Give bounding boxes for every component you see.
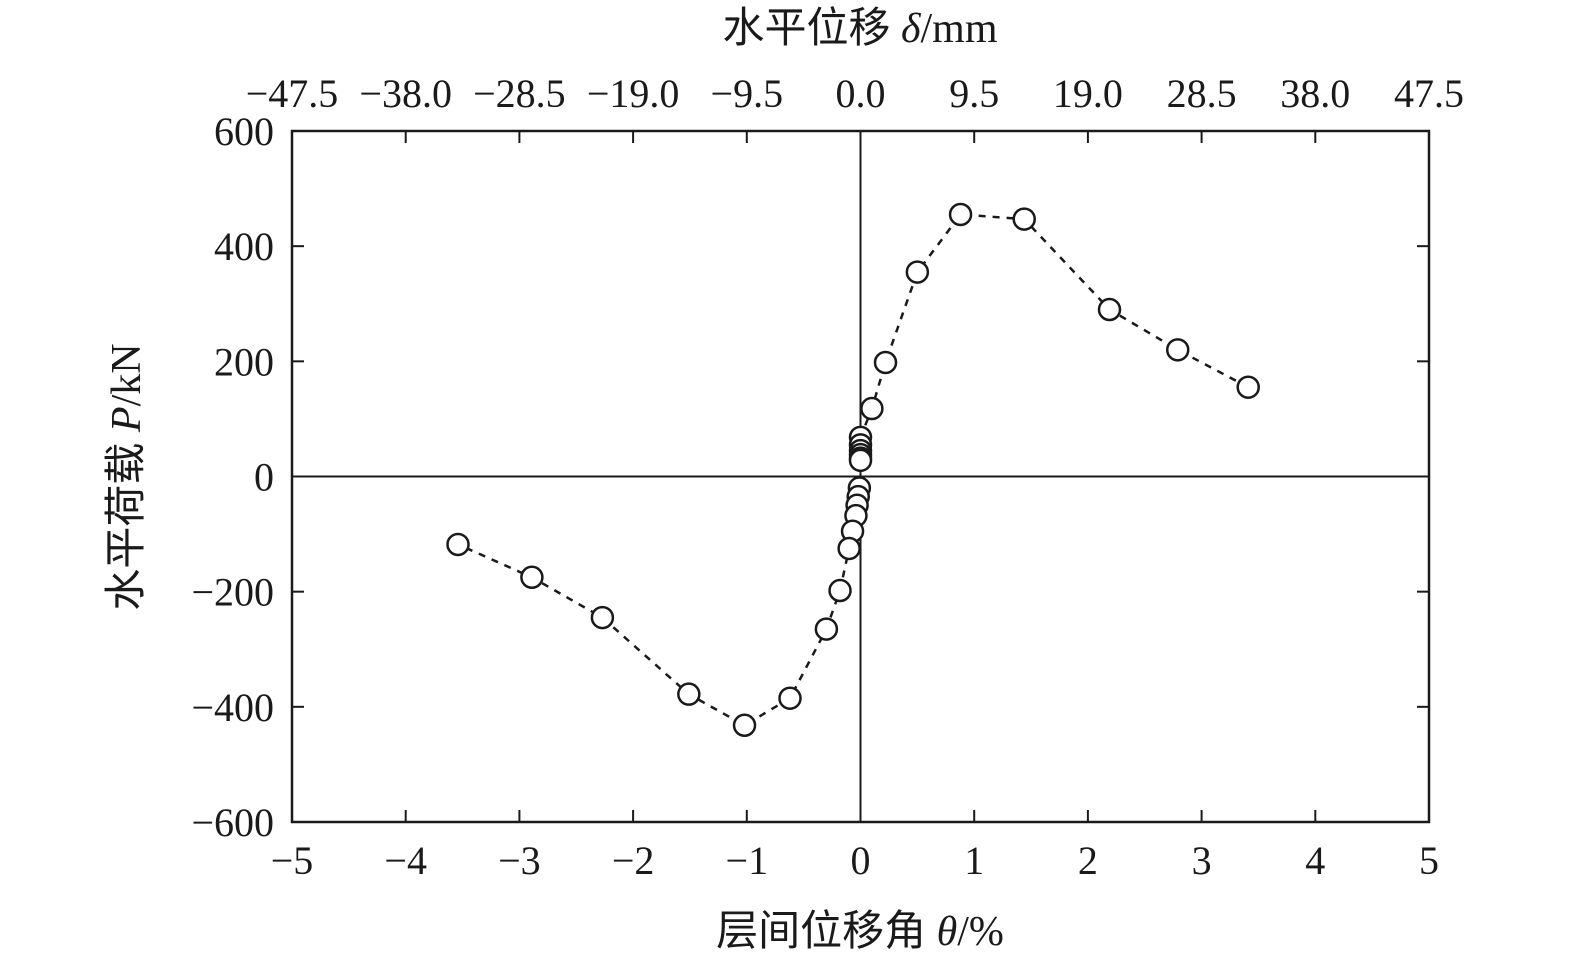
data-point [778, 686, 802, 710]
data-point [1097, 297, 1122, 322]
y-tick-label: −200 [191, 570, 274, 615]
x2-tick-label: 19.0 [1053, 71, 1123, 116]
x-tick-label: 0 [851, 838, 871, 883]
y-tick-label: 0 [254, 455, 274, 500]
x2-tick-label: 28.5 [1167, 71, 1237, 116]
series-line-0 [859, 213, 1249, 461]
data-point [446, 532, 470, 557]
x2-tick-label: −28.5 [473, 71, 566, 116]
y-tick-label: −600 [191, 800, 274, 845]
x2-tick-label: 47.5 [1394, 71, 1464, 116]
data-point [732, 713, 757, 738]
x2-tick-label: −9.5 [711, 71, 784, 116]
data-point [590, 605, 615, 630]
x2-tick-label: −38.0 [359, 71, 452, 116]
x2-tick-label: 0.0 [836, 71, 886, 116]
x-tick-label: −5 [271, 838, 314, 883]
data-point [1236, 375, 1260, 399]
data-point [677, 682, 701, 706]
x-tick-label: −1 [726, 838, 769, 883]
x-tick-label: 2 [1078, 838, 1098, 883]
data-point [860, 396, 884, 421]
x2-tick-label: −19.0 [587, 71, 680, 116]
x-tick-label: −2 [612, 838, 655, 883]
y-tick-label: −400 [191, 685, 274, 730]
x-tick-label: 4 [1305, 838, 1325, 883]
data-point [837, 536, 861, 561]
data-point [520, 565, 544, 590]
x-tick-label: 1 [964, 838, 984, 883]
y-axis-title: 水平荷载 P/kN [104, 343, 150, 610]
y-tick-label: 200 [214, 339, 274, 384]
y-tick-label: 400 [214, 224, 274, 269]
series-line-1 [457, 487, 861, 727]
x-tick-label: −3 [498, 838, 541, 883]
data-point [814, 617, 839, 641]
data-point [873, 350, 898, 375]
x2-axis-title: 水平位移 δ/mm [722, 5, 997, 52]
data-point [948, 202, 973, 227]
y-tick-label: 600 [214, 109, 274, 154]
data-point [828, 578, 852, 603]
tick-labels: −5−47.5−4−38.0−3−28.5−2−19.0−1−9.500.019… [191, 71, 1464, 883]
data-point [848, 448, 873, 473]
x-tick-label: 5 [1419, 838, 1439, 883]
x-axis-title: 层间位移角 θ/% [716, 908, 1004, 955]
ticks [291, 130, 1430, 823]
data-point [1012, 207, 1036, 231]
x-tick-label: −4 [384, 838, 427, 883]
data-point [905, 260, 930, 284]
x2-tick-label: 38.0 [1280, 71, 1350, 116]
x-tick-label: 3 [1192, 838, 1212, 883]
series [446, 202, 1260, 738]
data-point [1165, 338, 1190, 362]
x2-tick-label: 9.5 [949, 71, 999, 116]
x2-tick-label: −47.5 [246, 71, 339, 116]
